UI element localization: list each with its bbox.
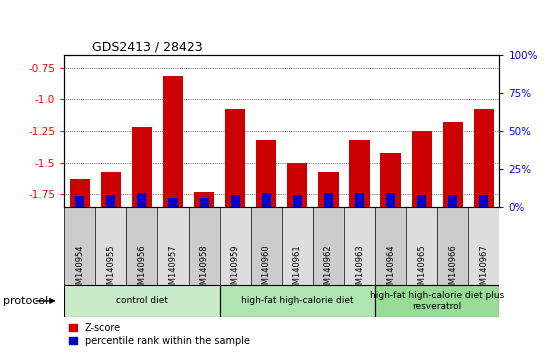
Bar	[282, 207, 313, 285]
Legend: Z-score, percentile rank within the sample: Z-score, percentile rank within the samp…	[69, 323, 249, 346]
Bar	[220, 285, 375, 317]
Bar	[64, 207, 95, 285]
Bar	[437, 207, 468, 285]
Text: GSM140963: GSM140963	[355, 245, 364, 295]
Bar	[225, 109, 246, 207]
Bar	[126, 207, 157, 285]
Bar	[468, 207, 499, 285]
Bar	[75, 196, 84, 207]
Bar	[324, 193, 333, 207]
Text: control diet: control diet	[116, 296, 168, 306]
Bar	[169, 198, 177, 207]
Text: GDS2413 / 28423: GDS2413 / 28423	[92, 40, 203, 53]
Bar	[64, 285, 220, 317]
Text: GSM140965: GSM140965	[417, 245, 426, 295]
Bar	[474, 109, 494, 207]
Bar	[100, 172, 121, 207]
Text: GSM140967: GSM140967	[479, 245, 488, 295]
Bar	[189, 207, 220, 285]
Bar	[200, 198, 209, 207]
Bar	[194, 192, 214, 207]
Text: GSM140961: GSM140961	[293, 245, 302, 295]
Bar	[381, 153, 401, 207]
Text: GSM140958: GSM140958	[200, 245, 209, 295]
Bar	[406, 207, 437, 285]
Bar	[132, 127, 152, 207]
Bar	[95, 207, 126, 285]
Bar	[230, 195, 240, 207]
Bar	[251, 207, 282, 285]
Bar	[137, 193, 146, 207]
Bar	[163, 76, 183, 207]
Bar	[313, 207, 344, 285]
Text: GSM140954: GSM140954	[75, 245, 84, 295]
Bar	[355, 193, 364, 207]
Text: GSM140959: GSM140959	[230, 245, 239, 295]
Text: GSM140956: GSM140956	[137, 245, 146, 295]
Bar	[479, 195, 488, 207]
Text: high-fat high-calorie diet: high-fat high-calorie diet	[241, 296, 354, 306]
Text: GSM140966: GSM140966	[448, 245, 457, 295]
Text: GSM140957: GSM140957	[169, 245, 177, 295]
Bar	[375, 285, 499, 317]
Text: protocol: protocol	[3, 296, 48, 306]
Bar	[318, 172, 339, 207]
Bar	[106, 195, 116, 207]
Bar	[448, 195, 458, 207]
Text: GSM140960: GSM140960	[262, 245, 271, 295]
Bar	[157, 207, 189, 285]
Text: GSM140962: GSM140962	[324, 245, 333, 295]
Text: high-fat high-calorie diet plus
resveratrol: high-fat high-calorie diet plus resverat…	[370, 291, 504, 310]
Bar	[287, 163, 307, 207]
Text: GSM140964: GSM140964	[386, 245, 395, 295]
Text: GSM140955: GSM140955	[107, 245, 116, 295]
Bar	[349, 140, 369, 207]
Bar	[375, 207, 406, 285]
Bar	[256, 140, 276, 207]
Bar	[412, 131, 432, 207]
Bar	[417, 195, 426, 207]
Bar	[293, 195, 302, 207]
Bar	[386, 193, 395, 207]
Bar	[220, 207, 251, 285]
Bar	[344, 207, 375, 285]
Bar	[442, 122, 463, 207]
Bar	[70, 179, 90, 207]
Bar	[262, 193, 271, 207]
